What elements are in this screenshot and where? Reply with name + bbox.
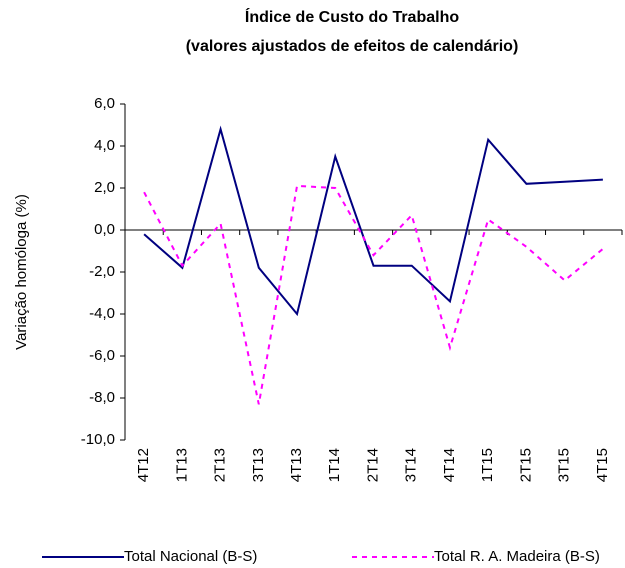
y-tick-label: -2,0 bbox=[89, 263, 115, 280]
x-tick-label: 4T13 bbox=[288, 448, 305, 482]
x-tick-label: 4T15 bbox=[594, 448, 611, 482]
x-tick-label: 2T14 bbox=[364, 448, 381, 482]
series-line bbox=[143, 125, 603, 317]
x-tick-label: 4T14 bbox=[441, 448, 458, 482]
x-tick-label: 1T14 bbox=[326, 448, 343, 482]
x-tick-label: 4T12 bbox=[135, 448, 152, 482]
x-tick-label: 2T15 bbox=[517, 448, 534, 482]
x-tick-label: 1T13 bbox=[173, 448, 190, 482]
series-line bbox=[143, 184, 604, 405]
y-axis-label: Variação homóloga (%) bbox=[13, 194, 30, 350]
y-tick-label: -10,0 bbox=[81, 431, 115, 448]
chart-subtitle: (valores ajustados de efeitos de calendá… bbox=[186, 38, 519, 55]
y-tick-label: 2,0 bbox=[94, 179, 115, 196]
y-tick-label: -4,0 bbox=[89, 305, 115, 322]
x-tick-label: 2T13 bbox=[212, 448, 229, 482]
x-tick-label: 3T15 bbox=[556, 448, 573, 482]
x-tick-label: 1T15 bbox=[479, 448, 496, 482]
y-tick-label: -6,0 bbox=[89, 347, 115, 364]
y-tick-label: 6,0 bbox=[94, 95, 115, 112]
y-tick-label: 0,0 bbox=[94, 221, 115, 238]
x-tick-label: 3T14 bbox=[403, 448, 420, 482]
legend-label: Total R. A. Madeira (B-S) bbox=[434, 548, 600, 565]
chart-title: Índice de Custo do Trabalho bbox=[245, 7, 459, 26]
legend-label: Total Nacional (B-S) bbox=[124, 548, 257, 565]
y-tick-label: 4,0 bbox=[94, 137, 115, 154]
x-tick-label: 3T13 bbox=[250, 448, 267, 482]
y-tick-label: -8,0 bbox=[89, 389, 115, 406]
